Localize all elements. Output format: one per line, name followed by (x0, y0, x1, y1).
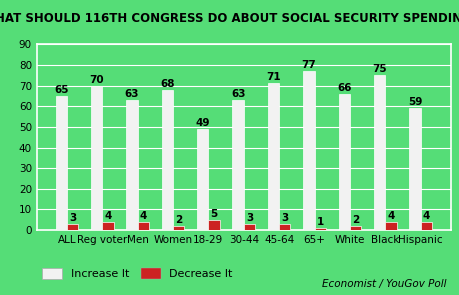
Text: 4: 4 (140, 211, 147, 221)
Text: 3: 3 (245, 213, 252, 223)
Bar (126, 100, 137, 230)
Text: 2: 2 (175, 215, 182, 225)
Bar (56, 96, 67, 230)
Text: 75: 75 (371, 64, 386, 74)
Bar (267, 83, 279, 230)
Bar (373, 75, 385, 230)
Text: WHAT SHOULD 116TH CONGRESS DO ABOUT SOCIAL SECURITY SPENDING?: WHAT SHOULD 116TH CONGRESS DO ABOUT SOCI… (0, 12, 459, 25)
Bar (314, 228, 325, 230)
Bar (385, 222, 396, 230)
Bar (102, 222, 113, 230)
Bar (232, 100, 243, 230)
Bar (91, 86, 102, 230)
Text: 70: 70 (89, 75, 104, 84)
Bar (302, 71, 314, 230)
Text: 71: 71 (266, 73, 280, 82)
Bar (243, 224, 255, 230)
Text: Economist / YouGov Poll: Economist / YouGov Poll (321, 279, 445, 289)
Text: 63: 63 (124, 89, 139, 99)
Text: 1: 1 (316, 217, 323, 227)
Text: 49: 49 (195, 118, 210, 128)
Legend: Increase It, Decrease It: Increase It, Decrease It (38, 263, 237, 283)
Text: 66: 66 (336, 83, 351, 93)
Bar (137, 222, 149, 230)
Text: 63: 63 (230, 89, 245, 99)
Text: 4: 4 (104, 211, 112, 221)
Bar (196, 129, 208, 230)
Bar (279, 224, 290, 230)
Text: 2: 2 (351, 215, 358, 225)
Bar (338, 94, 349, 230)
Text: 5: 5 (210, 209, 217, 219)
Bar (349, 226, 360, 230)
Text: 3: 3 (69, 213, 76, 223)
Text: 3: 3 (280, 213, 288, 223)
Bar (173, 226, 184, 230)
Text: 59: 59 (407, 97, 421, 107)
Text: 4: 4 (422, 211, 429, 221)
Bar (67, 224, 78, 230)
Bar (409, 108, 420, 230)
Bar (162, 90, 173, 230)
Bar (208, 220, 219, 230)
Text: 68: 68 (160, 79, 174, 89)
Text: 77: 77 (301, 60, 316, 70)
Text: 4: 4 (386, 211, 394, 221)
Text: 65: 65 (54, 85, 68, 95)
Bar (420, 222, 431, 230)
